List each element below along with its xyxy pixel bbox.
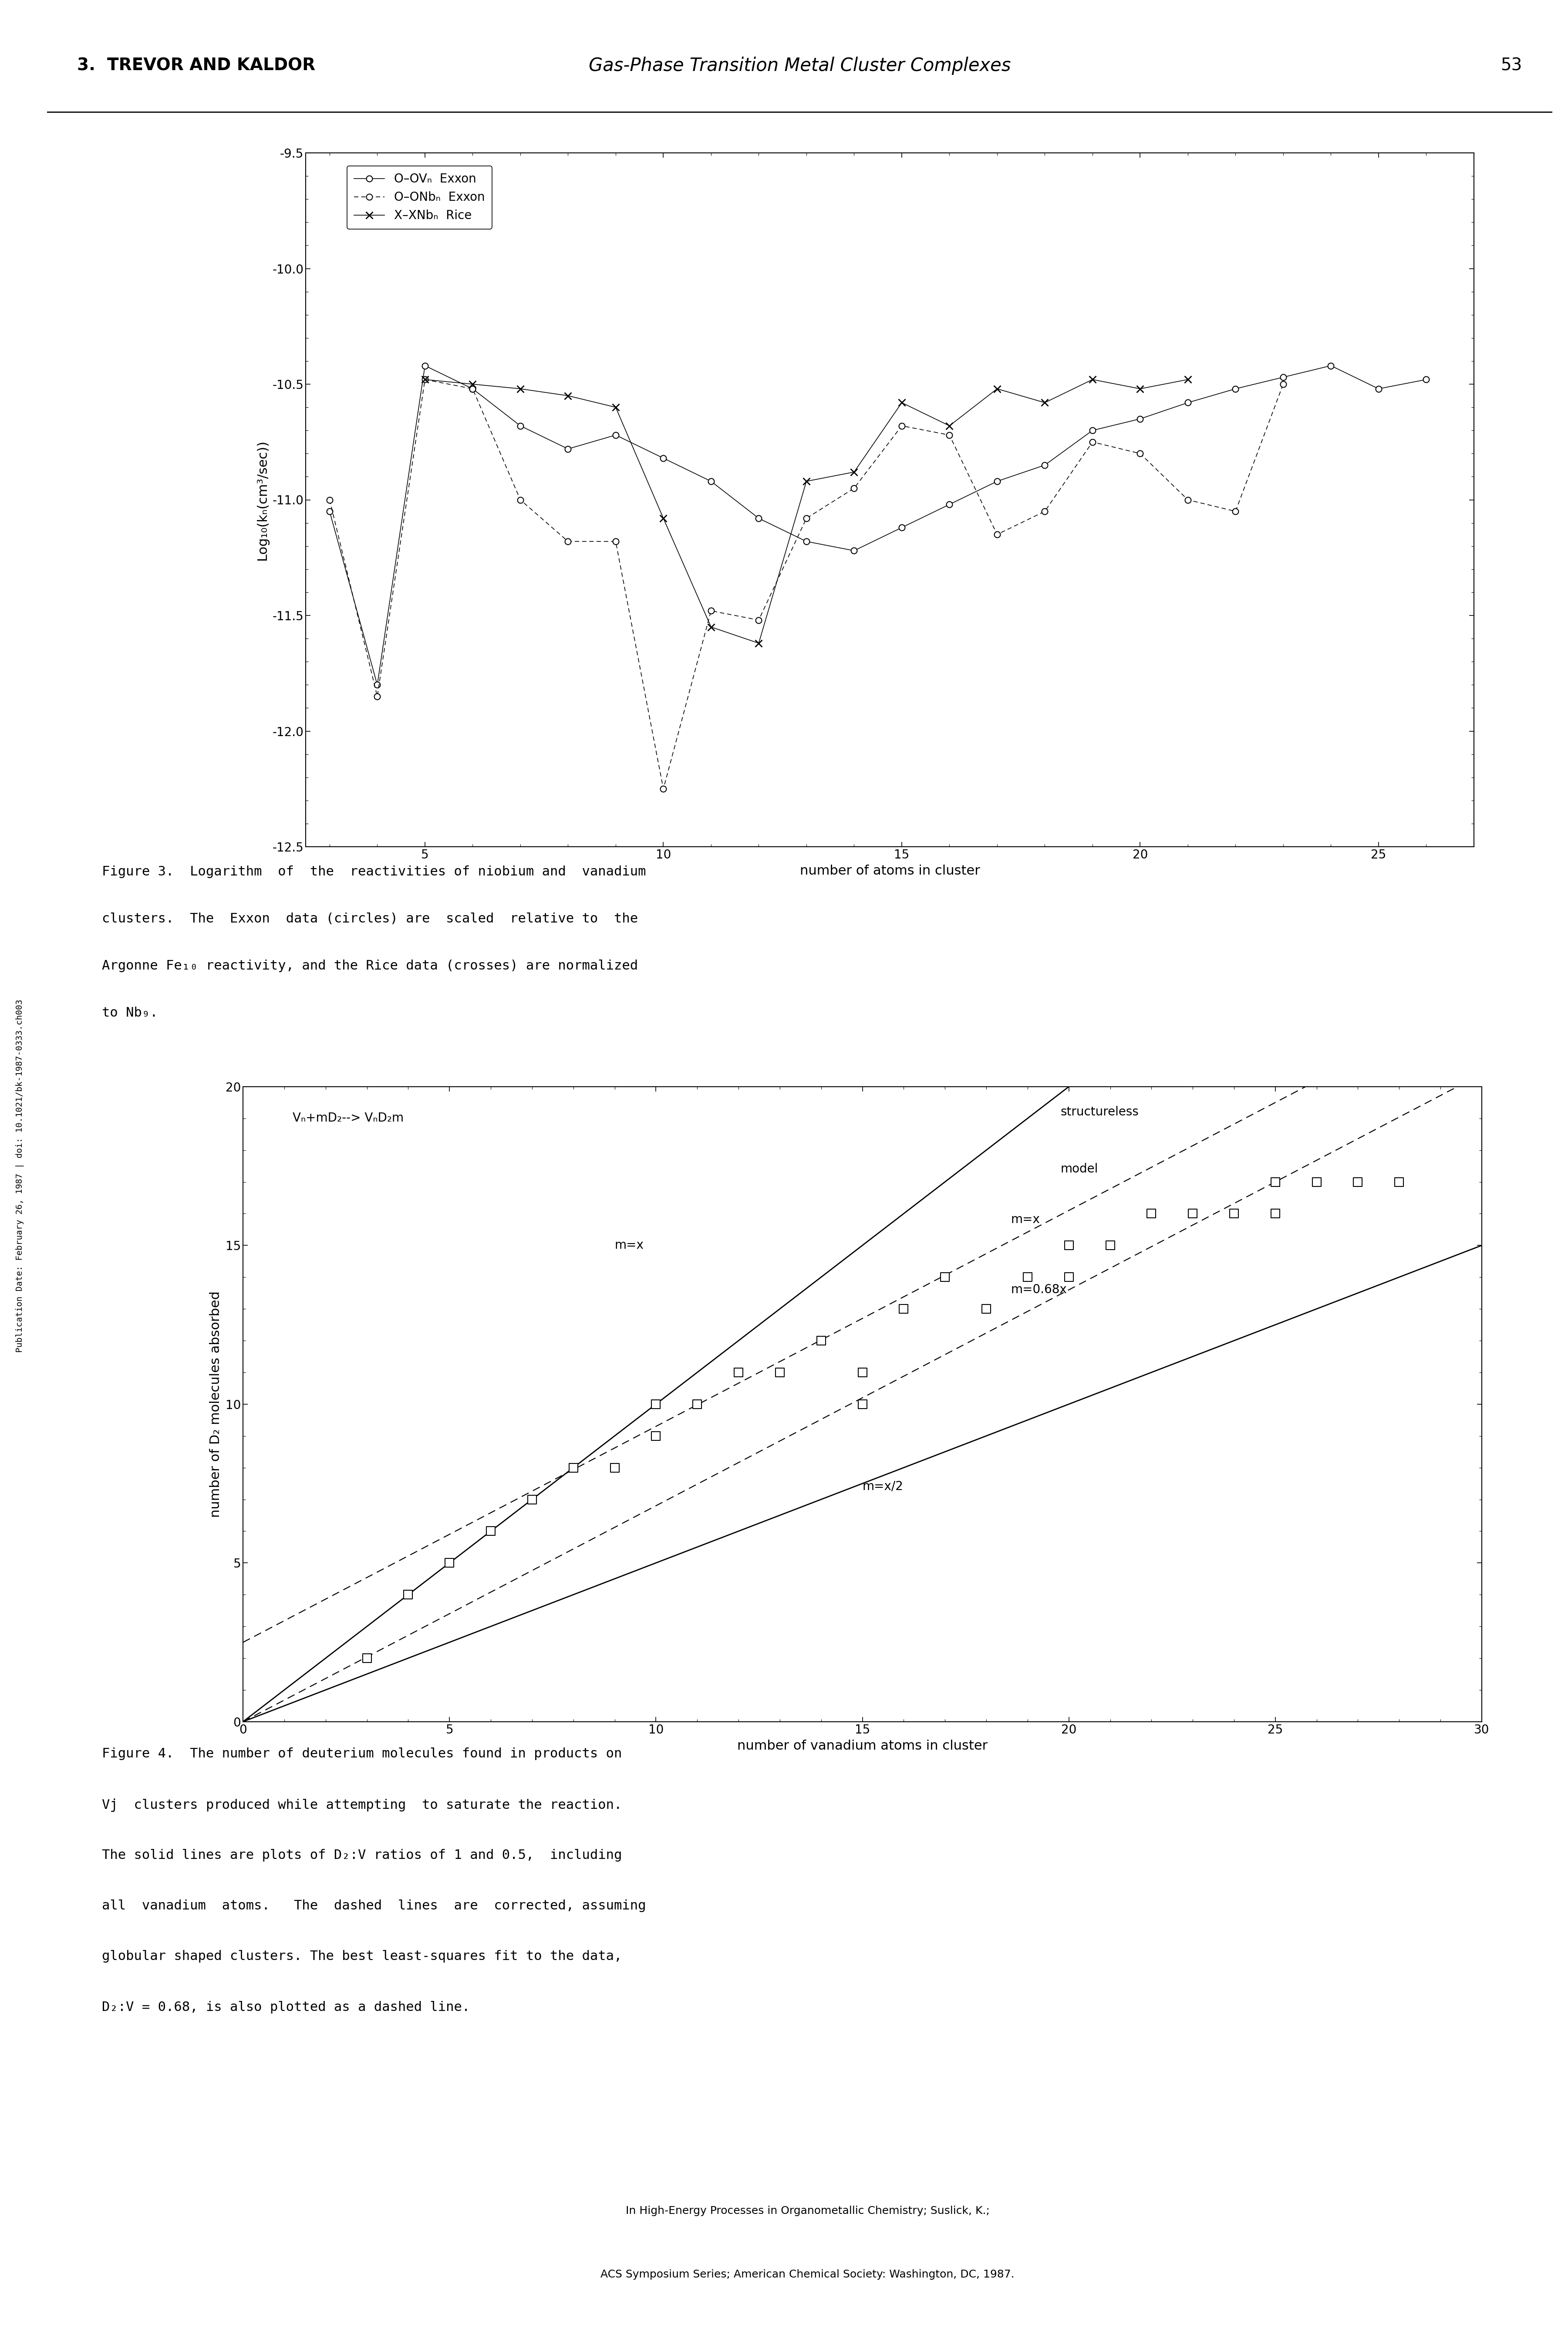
Text: 53: 53: [1501, 56, 1523, 73]
Point: [1098, 1228, 1123, 1265]
Y-axis label: Log₁₀(kₙ(cm³/sec)): Log₁₀(kₙ(cm³/sec)): [256, 440, 268, 560]
Text: Argonne Fe₁₀ reactivity, and the Rice data (crosses) are normalized: Argonne Fe₁₀ reactivity, and the Rice da…: [102, 960, 638, 971]
Text: Publication Date: February 26, 1987 | doi: 10.1021/bk-1987-0333.ch003: Publication Date: February 26, 1987 | do…: [16, 1000, 24, 1352]
Text: clusters.  The  Exxon  data (circles) are  scaled  relative to  the: clusters. The Exxon data (circles) are s…: [102, 913, 638, 924]
Text: to Nb₉.: to Nb₉.: [102, 1007, 158, 1018]
Point: [1221, 1195, 1247, 1232]
Text: m=0.68x: m=0.68x: [1011, 1284, 1068, 1296]
Legend: O–OVₙ  Exxon, O–ONbₙ  Exxon, X–XNbₙ  Rice: O–OVₙ Exxon, O–ONbₙ Exxon, X–XNbₙ Rice: [347, 167, 492, 228]
Text: Figure 3.  Logarithm  of  the  reactivities of niobium and  vanadium: Figure 3. Logarithm of the reactivities …: [102, 866, 646, 877]
Point: [1057, 1258, 1082, 1296]
Point: [850, 1352, 875, 1390]
Text: m=x: m=x: [615, 1240, 644, 1251]
Point: [643, 1385, 668, 1423]
Point: [1014, 1258, 1040, 1296]
Text: Figure 4.  The number of deuterium molecules found in products on: Figure 4. The number of deuterium molecu…: [102, 1748, 622, 1759]
Point: [1181, 1195, 1206, 1232]
Point: [685, 1385, 710, 1423]
Y-axis label: number of D₂ molecules absorbed: number of D₂ molecules absorbed: [209, 1291, 223, 1517]
X-axis label: number of vanadium atoms in cluster: number of vanadium atoms in cluster: [737, 1740, 988, 1752]
Point: [478, 1512, 503, 1550]
Point: [561, 1449, 586, 1486]
Text: all  vanadium  atoms.   The  dashed  lines  are  corrected, assuming: all vanadium atoms. The dashed lines are…: [102, 1900, 646, 1912]
Text: Vϳ  clusters produced while attempting  to saturate the reaction.: Vϳ clusters produced while attempting to…: [102, 1799, 622, 1811]
Text: 3.  TREVOR AND KALDOR: 3. TREVOR AND KALDOR: [77, 56, 315, 73]
Point: [1057, 1228, 1082, 1265]
Point: [850, 1385, 875, 1423]
Point: [933, 1258, 958, 1296]
Point: [602, 1449, 627, 1486]
Point: [437, 1543, 463, 1581]
Text: model: model: [1060, 1162, 1098, 1176]
Text: D₂:V = 0.68, is also plotted as a dashed line.: D₂:V = 0.68, is also plotted as a dashed…: [102, 2002, 470, 2013]
Text: The solid lines are plots of D₂:V ratios of 1 and 0.5,  including: The solid lines are plots of D₂:V ratios…: [102, 1849, 622, 1860]
Point: [395, 1576, 420, 1613]
Text: ACS Symposium Series; American Chemical Society: Washington, DC, 1987.: ACS Symposium Series; American Chemical …: [601, 2270, 1014, 2279]
Point: [767, 1352, 792, 1390]
Point: [1138, 1195, 1163, 1232]
Point: [643, 1416, 668, 1454]
Point: [809, 1322, 834, 1359]
Point: [1262, 1195, 1287, 1232]
Point: [974, 1289, 999, 1327]
Point: [1305, 1162, 1330, 1200]
Point: [1386, 1162, 1411, 1200]
Text: m=x: m=x: [1011, 1214, 1040, 1225]
Point: [354, 1639, 379, 1677]
Text: Vₙ+mD₂--> VₙD₂m: Vₙ+mD₂--> VₙD₂m: [293, 1112, 403, 1124]
Point: [1345, 1162, 1370, 1200]
Point: [1262, 1162, 1287, 1200]
Text: In High-Energy Processes in Organometallic Chemistry; Suslick, K.;: In High-Energy Processes in Organometall…: [626, 2206, 989, 2216]
Text: Gas-Phase Transition Metal Cluster Complexes: Gas-Phase Transition Metal Cluster Compl…: [588, 56, 1011, 75]
Text: m=x/2: m=x/2: [862, 1479, 903, 1494]
Text: globular shaped clusters. The best least-squares fit to the data,: globular shaped clusters. The best least…: [102, 1950, 622, 1964]
Point: [726, 1352, 751, 1390]
Point: [519, 1482, 544, 1519]
Text: structureless: structureless: [1060, 1105, 1138, 1117]
X-axis label: number of atoms in cluster: number of atoms in cluster: [800, 866, 980, 877]
Point: [891, 1289, 916, 1327]
